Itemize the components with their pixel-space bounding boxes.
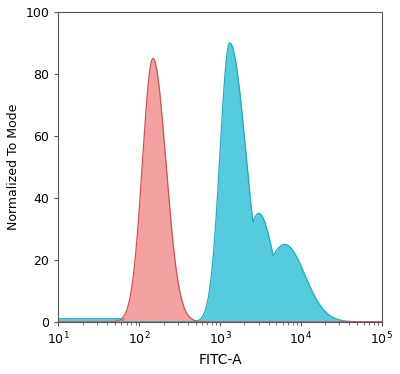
Y-axis label: Normalized To Mode: Normalized To Mode — [7, 104, 20, 230]
X-axis label: FITC-A: FITC-A — [198, 353, 242, 367]
